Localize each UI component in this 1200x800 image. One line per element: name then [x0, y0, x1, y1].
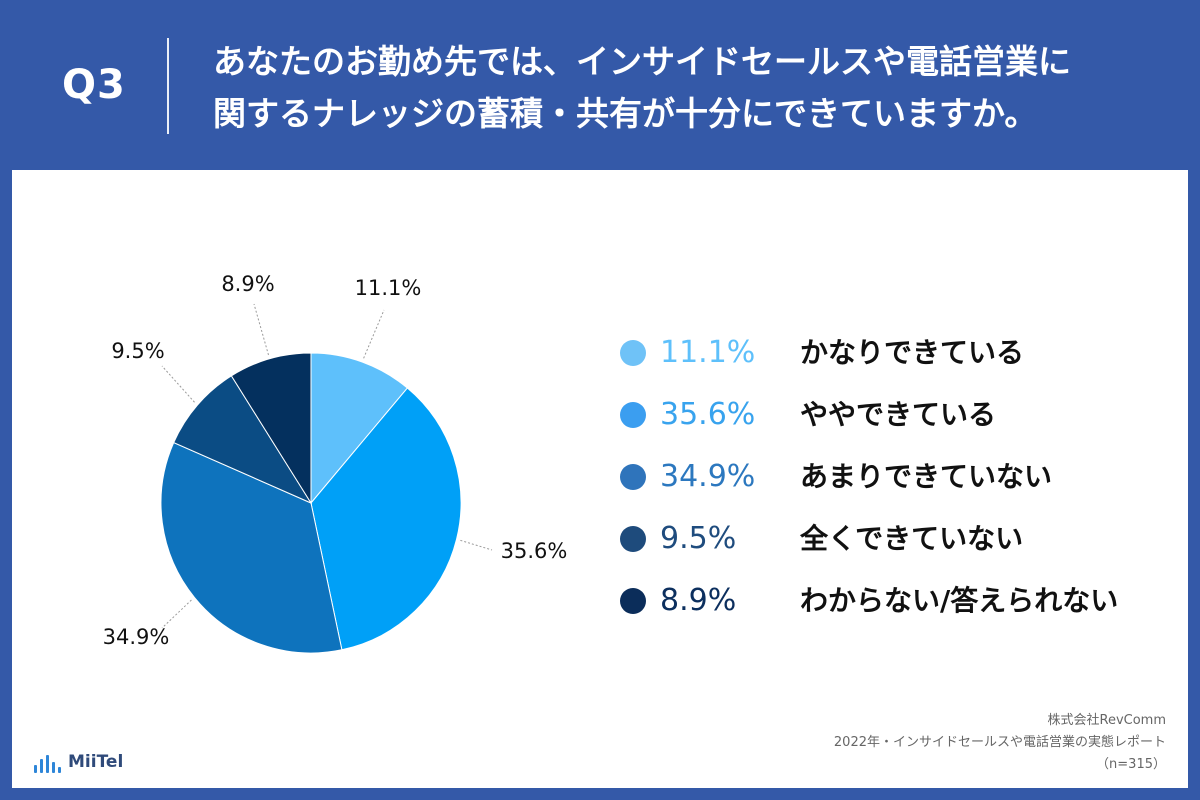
leader-line-3 — [161, 599, 192, 629]
legend-dot — [620, 526, 646, 552]
leader-line-5 — [253, 303, 269, 356]
header-divider — [167, 38, 169, 134]
data-label-5: 8.9% — [221, 272, 274, 296]
pie-slice-1 — [310, 352, 409, 505]
legend-percent: 35.6% — [660, 397, 756, 432]
legend-percent: 11.1% — [660, 335, 756, 370]
question-text: あなたのお勤め先では、インサイドセールスや電話営業に 関するナレッジの蓄積・共有… — [213, 36, 1173, 140]
footer-source: 株式会社RevComm 2022年・インサイドセールスや電話営業の実態レポート … — [834, 710, 1166, 776]
data-label-1: 11.1% — [355, 276, 422, 300]
pie-chart: 11.1% 35.6% 34.9% 9.5% 8.9% — [103, 272, 568, 654]
legend-dot — [620, 340, 646, 366]
header: Q3 あなたのお勤め先では、インサイドセールスや電話営業に 関するナレッジの蓄積… — [0, 0, 1200, 170]
pie-slice-4 — [173, 375, 313, 505]
legend-label: あまりできていない — [800, 460, 1053, 493]
question-line-2: 関するナレッジの蓄積・共有が十分にできていますか。 — [213, 94, 1038, 133]
chart-panel: 11.1% 35.6% 34.9% 9.5% 8.9% 11.1% かなりできている 35.… — [12, 170, 1188, 788]
leader-line-1 — [363, 309, 385, 359]
data-label-3: 34.9% — [103, 625, 170, 649]
footer-sample: （n=315） — [1096, 757, 1166, 772]
footer-report: 2022年・インサイドセールスや電話営業の実態レポート — [833, 735, 1166, 750]
legend-dot — [620, 402, 646, 428]
legend-dot — [620, 464, 646, 490]
pie-slice-3 — [160, 441, 343, 654]
legend-label: わからない/答えられない — [800, 584, 1119, 617]
legend-label: かなりできている — [800, 336, 1025, 369]
legend-dot — [620, 588, 646, 614]
question-line-1: あなたのお勤め先では、インサイドセールスや電話営業に — [213, 42, 1071, 81]
data-label-2: 35.6% — [501, 539, 568, 563]
pie-slice-5 — [230, 352, 312, 505]
footer-company: 株式会社RevComm — [1047, 713, 1167, 728]
data-label-4: 9.5% — [111, 339, 164, 363]
leader-line-4 — [161, 365, 195, 403]
legend-percent: 8.9% — [660, 583, 737, 618]
sound-wave-icon — [34, 755, 64, 773]
legend-label: ややできている — [800, 398, 997, 431]
leader-line-2 — [460, 539, 493, 551]
question-number: Q3 — [62, 62, 126, 108]
legend-label: 全くできていない — [800, 522, 1024, 555]
legend-percent: 9.5% — [660, 521, 737, 556]
pie-slice-2 — [310, 387, 462, 651]
legend-percent: 34.9% — [660, 459, 756, 494]
logo-text: MiiTel — [68, 752, 124, 772]
